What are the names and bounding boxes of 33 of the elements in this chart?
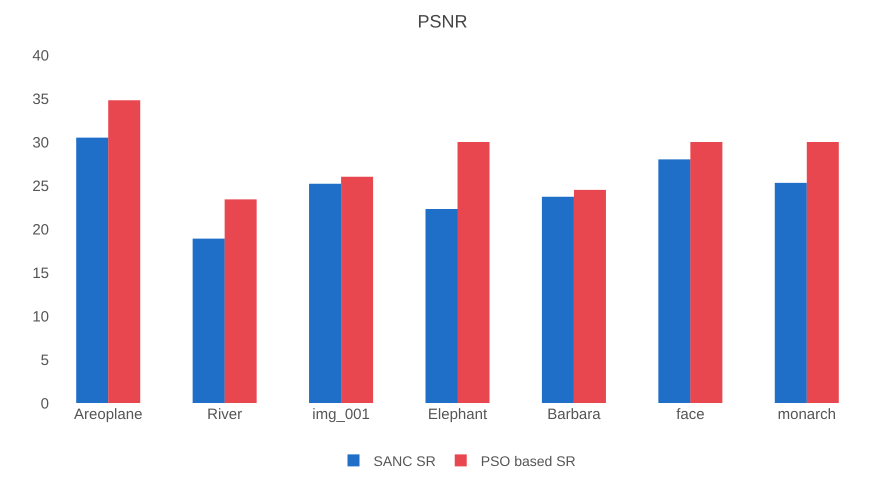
bar (658, 159, 690, 403)
x-tick-label: monarch (778, 406, 836, 423)
y-tick-label: 30 (32, 134, 49, 152)
bar (192, 238, 225, 403)
bar (224, 199, 257, 403)
bar (806, 142, 839, 403)
bar (458, 142, 490, 403)
bar (108, 100, 140, 403)
x-tick-label: Areoplane (74, 406, 142, 423)
chart-title: PSNR (417, 12, 468, 32)
x-tick-label: Elephant (428, 406, 488, 423)
bar (574, 190, 606, 403)
y-tick-label: 25 (32, 178, 49, 195)
x-tick-label: img_001 (312, 406, 370, 423)
y-tick-label: 20 (32, 221, 49, 238)
x-tick-label: River (207, 406, 242, 423)
y-tick-label: 15 (32, 264, 49, 282)
legend-label: PSO based SR (480, 452, 576, 469)
bar (309, 184, 342, 403)
bar (76, 138, 108, 403)
y-tick-label: 10 (32, 308, 49, 326)
x-tick-label: face (676, 406, 705, 423)
bar (341, 176, 374, 403)
y-tick-label: 5 (40, 352, 49, 369)
x-tick-label: Barbara (547, 406, 602, 423)
y-tick-label: 35 (32, 90, 49, 108)
legend-label: SANC SR (374, 452, 436, 469)
y-tick-label: 0 (40, 395, 49, 412)
bar (425, 208, 458, 403)
bar (690, 142, 722, 403)
y-tick-label: 40 (32, 47, 49, 64)
bar (774, 182, 807, 403)
bar (542, 196, 574, 403)
